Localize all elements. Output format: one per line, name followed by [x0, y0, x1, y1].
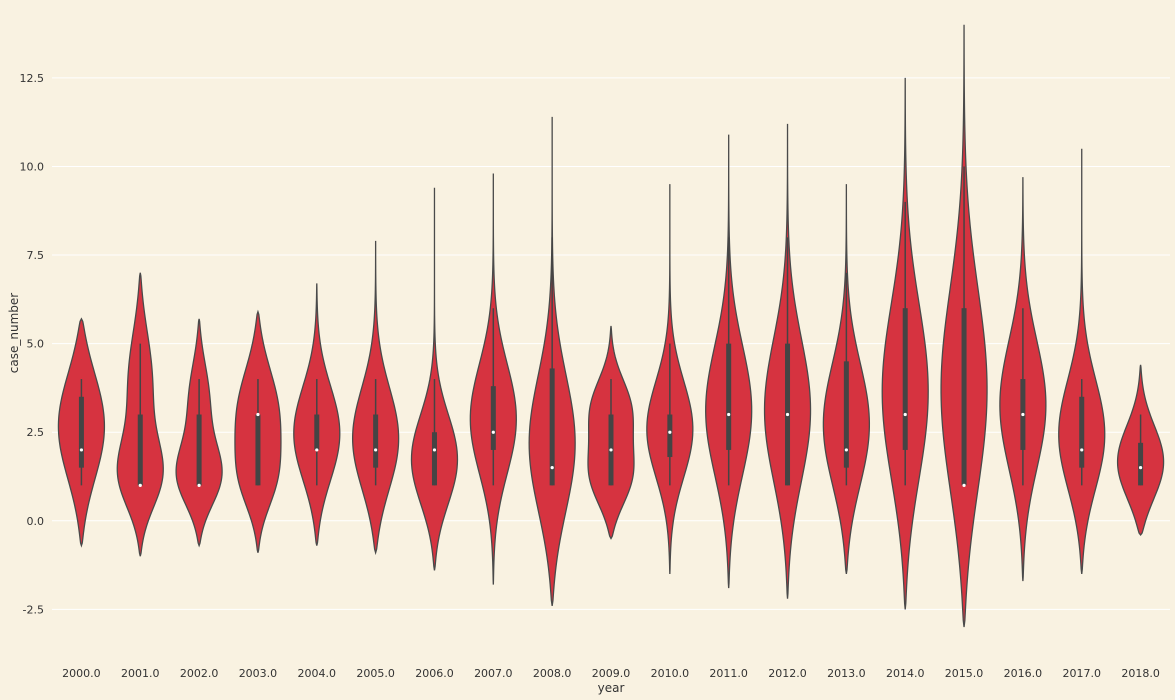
y-tick-label: 0.0: [27, 515, 45, 528]
x-tick-label: 2009.0: [592, 667, 631, 680]
violin-box: [373, 414, 379, 468]
violin-median: [609, 448, 613, 452]
violin-median: [256, 412, 260, 417]
violin-box: [843, 361, 849, 468]
violin-median: [844, 448, 848, 452]
violin-body: [1058, 148, 1106, 575]
x-axis-label: year: [598, 681, 625, 695]
x-tick-label: 2004.0: [298, 667, 337, 680]
violin-box: [549, 368, 555, 486]
y-tick-labels: -2.5 0.0 2.5 5.0 7.5 10.0 12.5: [20, 72, 45, 617]
x-tick-label: 2010.0: [651, 667, 690, 680]
violin-median: [374, 448, 378, 452]
violin-median: [903, 412, 907, 417]
violin-box: [961, 308, 967, 486]
x-tick-label: 2016.0: [1004, 667, 1043, 680]
violin-box: [490, 386, 496, 450]
violin-median: [491, 430, 495, 434]
violin-median: [138, 483, 142, 487]
violin-box: [196, 414, 202, 486]
violin-box: [137, 414, 143, 486]
y-tick-label: 10.0: [20, 160, 45, 173]
violin-box: [1138, 442, 1144, 486]
y-tick-label: 7.5: [27, 249, 45, 262]
x-tick-label: 2003.0: [239, 667, 278, 680]
x-tick-label: 2017.0: [1062, 667, 1101, 680]
y-axis-label: case_number: [7, 293, 21, 373]
x-tick-label: 2012.0: [768, 667, 807, 680]
violin-median: [432, 448, 437, 452]
violin-box: [78, 396, 84, 468]
y-tick-label: 2.5: [27, 426, 45, 439]
violin-box: [667, 414, 673, 458]
x-tick-label: 2002.0: [180, 667, 219, 680]
x-tick-label: 2005.0: [356, 667, 395, 680]
violin-median: [315, 448, 319, 452]
x-tick-label: 2015.0: [945, 667, 984, 680]
x-tick-label: 2014.0: [886, 667, 925, 680]
violin-median: [550, 466, 554, 470]
violin-median: [1021, 412, 1025, 417]
violin-box: [726, 343, 732, 450]
x-tick-label: 2007.0: [474, 667, 513, 680]
x-tick-label: 2006.0: [415, 667, 454, 680]
violin-median: [727, 412, 731, 417]
violin-box: [431, 432, 437, 486]
violin-box: [255, 414, 261, 486]
x-tick-labels: 2000.0 2001.0 2002.0 2003.0 2004.0 2005.0 2006…: [62, 667, 1160, 680]
y-tick-label: -2.5: [23, 603, 44, 616]
x-tick-label: 2000.0: [62, 667, 101, 680]
violin-median: [1138, 466, 1143, 470]
violin-median: [79, 448, 84, 452]
violin-box: [314, 414, 320, 450]
x-tick-label: 2008.0: [533, 667, 572, 680]
x-tick-label: 2013.0: [827, 667, 866, 680]
violin-median: [785, 412, 790, 417]
y-tick-label: 12.5: [20, 72, 45, 85]
x-tick-label: 2001.0: [121, 667, 160, 680]
violin-median: [1080, 448, 1084, 452]
violin-box: [902, 308, 908, 450]
violin-median: [962, 483, 966, 487]
violin-group: [57, 24, 1165, 628]
y-tick-label: 5.0: [27, 338, 45, 351]
x-tick-label: 2011.0: [709, 667, 748, 680]
x-tick-label: 2018.0: [1121, 667, 1160, 680]
violin-median: [668, 430, 672, 434]
violin-median: [197, 483, 201, 487]
violin-body: [410, 187, 459, 571]
violin-box: [1079, 396, 1085, 468]
